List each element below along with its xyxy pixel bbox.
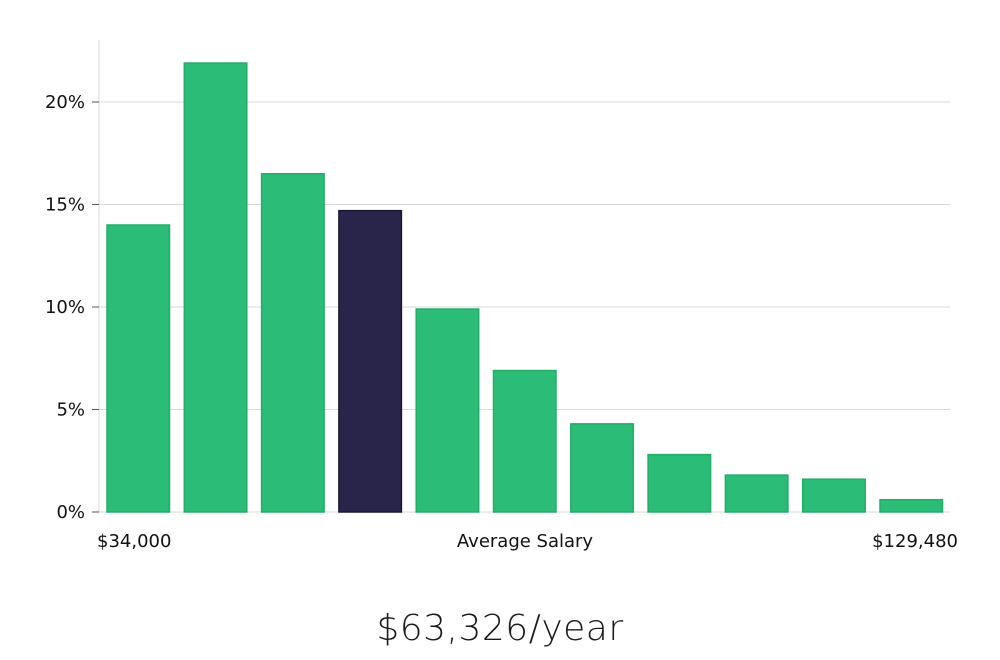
histogram-bar bbox=[724, 474, 789, 513]
histogram-bar bbox=[801, 478, 866, 513]
histogram-bar bbox=[106, 224, 171, 513]
histogram-bar bbox=[415, 308, 480, 513]
y-tick-label: 20% bbox=[45, 92, 85, 113]
histogram-bar bbox=[879, 498, 944, 513]
histogram-bar bbox=[570, 423, 635, 513]
histogram-bar-highlighted bbox=[338, 209, 403, 513]
x-axis-title: Average Salary bbox=[457, 531, 594, 552]
y-tick-label: 15% bbox=[45, 195, 85, 216]
y-tick-label: 5% bbox=[56, 400, 85, 421]
histogram-bar bbox=[260, 173, 325, 513]
average-salary-headline: $63,326/year bbox=[376, 608, 624, 649]
y-tick-label: 10% bbox=[45, 297, 85, 318]
y-axis-ticks: 0% 5% 10% 15% 20% bbox=[45, 92, 99, 523]
histogram-bar bbox=[492, 369, 557, 513]
y-tick-label: 0% bbox=[56, 502, 85, 523]
bars bbox=[106, 62, 944, 513]
salary-histogram: 0% 5% 10% 15% 20% $34,000 Average Salary $12… bbox=[45, 40, 958, 552]
histogram-bar bbox=[647, 453, 712, 513]
x-axis-min-label: $34,000 bbox=[97, 531, 171, 552]
histogram-bar bbox=[183, 62, 248, 513]
x-axis-max-label: $129,480 bbox=[872, 531, 958, 552]
